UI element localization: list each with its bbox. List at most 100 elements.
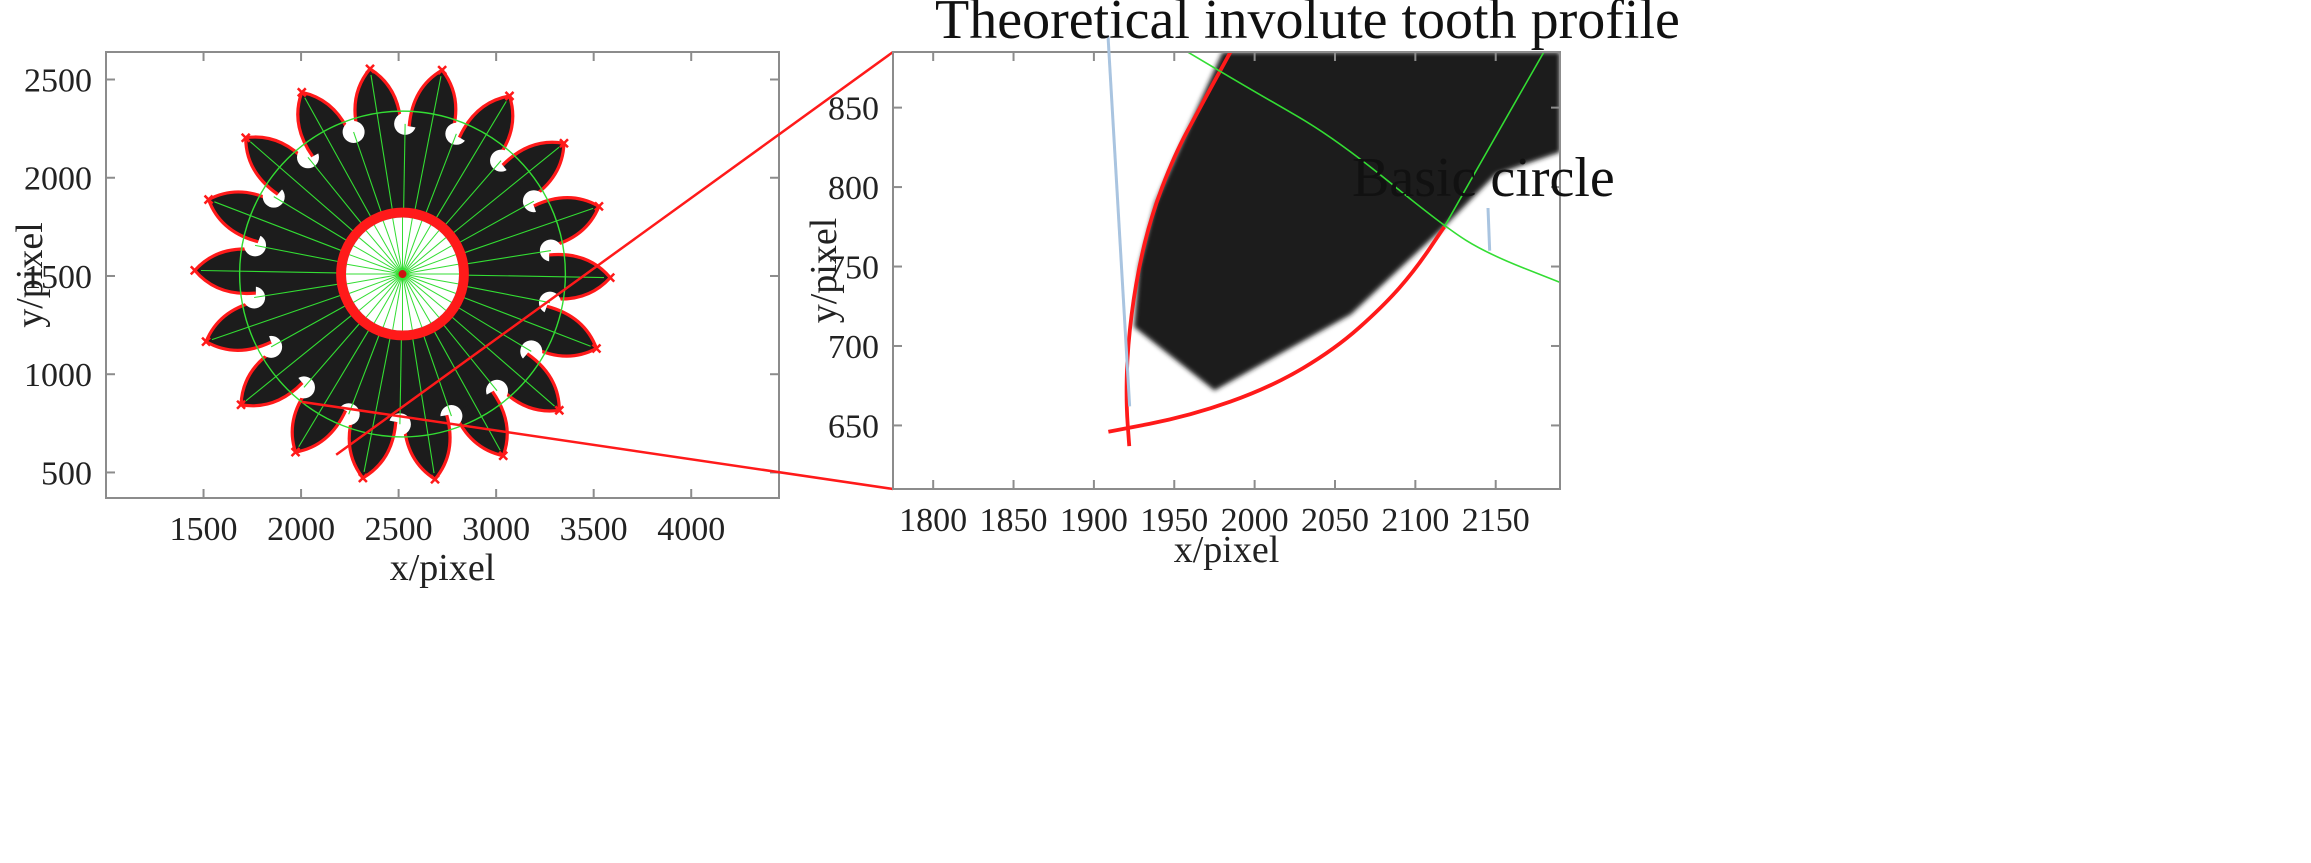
overview-x-tick-label: 1500 (170, 511, 238, 548)
radial-line (425, 133, 457, 215)
hub-spoke (392, 273, 404, 330)
zoom-x-tick-label: 1900 (1060, 502, 1128, 539)
zoom-x-tick-label: 2050 (1301, 502, 1369, 539)
gear-tooth (349, 413, 396, 478)
series-basic-circle (1186, 52, 1560, 284)
radial-line (303, 322, 361, 388)
tooth-tip-marker (296, 87, 307, 98)
hub-spoke (365, 273, 403, 318)
radial-line (245, 314, 353, 402)
basic-circle-leader-line (1486, 207, 1492, 251)
zoomed-tooth-plot-area (1108, 52, 1560, 447)
involute-profile-annotation: Theoretical involute tooth profile (935, 0, 1680, 51)
overview-y-tick-label: 500 (41, 455, 92, 492)
hub-spoke (353, 273, 403, 303)
hub-spoke (402, 230, 440, 275)
hub-spoke (346, 273, 403, 285)
gear-tooth (531, 306, 597, 357)
zoom-x-tick-label: 1950 (1140, 502, 1208, 539)
radial-line (465, 285, 551, 304)
tooth-tip-marker (594, 201, 604, 212)
radial-line (466, 249, 551, 265)
radial-line (353, 131, 383, 214)
radial-line (412, 337, 435, 474)
tooth-tip-marker (201, 336, 211, 347)
hub-spoke (382, 220, 403, 275)
overview-y-axis-label: y/pixel (9, 222, 51, 328)
tooth-tip-marker (430, 474, 440, 485)
basic-circle (238, 110, 567, 438)
annotations: Theoretical involute tooth profile Basic… (935, 0, 1680, 407)
hub-spoke (373, 273, 403, 324)
hub-spoke (402, 254, 456, 275)
zoom-x-tick-label: 2000 (1221, 502, 1289, 539)
hub-spoke (402, 218, 413, 275)
gear-center-marker (398, 270, 407, 279)
tooth-tip-marker (290, 447, 301, 457)
series-theoretical-involute-profile (1108, 225, 1446, 434)
involute-profile-leader-line (1106, 35, 1132, 407)
hub-spoke (365, 230, 403, 275)
gear-tooth (409, 70, 456, 135)
gear-tooth (404, 415, 451, 480)
hub-spoke (402, 273, 456, 294)
radial-line (457, 306, 532, 352)
hub-spoke (358, 273, 403, 311)
radial-line (254, 244, 340, 263)
hub-ring (336, 207, 469, 341)
zoom-x-tick-label: 1800 (899, 502, 967, 539)
radial-line (444, 160, 502, 226)
overview-x-ticks: 1500 2000 2500 3000 3500 4000 (170, 52, 725, 548)
gear-tooth (206, 301, 272, 351)
tooth-tip-marker (504, 91, 515, 101)
radial-line (273, 196, 348, 242)
zoom-y-ticks: 650 700 750 800 850 (828, 91, 1560, 445)
zoom-y-tick-label: 850 (828, 91, 879, 128)
overview-x-tick-label: 3000 (462, 511, 530, 548)
radial-line (422, 334, 452, 417)
radial-line (463, 207, 594, 254)
overview-x-tick-label: 4000 (657, 511, 725, 548)
overview-y-ticks: 500 1000 1500 2000 2500 (24, 63, 779, 492)
hub-spoke (402, 273, 452, 303)
zoom-y-axis-label: y/pixel (803, 218, 845, 324)
zoom-y-tick-label: 700 (828, 329, 879, 366)
hub-spoke (402, 237, 447, 275)
hub-spoke (402, 273, 459, 285)
hub-spoke (349, 273, 403, 294)
basic-circle-annotation: Basic circle (1352, 147, 1615, 209)
tooth-tip-marker (437, 65, 448, 75)
radial-line (348, 333, 380, 415)
overview-y-tick-label: 1500 (24, 259, 92, 296)
radial-line (254, 283, 340, 299)
zoom-x-tick-label: 2150 (1462, 502, 1530, 539)
radial-line (214, 201, 343, 252)
zoomed-tooth-frame (892, 51, 1561, 490)
overview-x-tick-label: 3500 (560, 511, 628, 548)
radial-line (458, 200, 535, 244)
radial-line (298, 328, 370, 448)
tooth-tip-marker (203, 194, 214, 205)
zoomed-tooth-body (1134, 52, 1560, 391)
hub-spoke (402, 245, 452, 275)
tooth-tip-marker (189, 265, 200, 276)
hub-spoke (382, 273, 403, 328)
hub-spoke (402, 273, 413, 330)
tooth-tip-marker (240, 132, 251, 143)
overview-y-tick-label: 2500 (24, 63, 92, 100)
radial-line (201, 269, 339, 274)
tooth-tip-marker (554, 405, 565, 416)
radial-line (270, 304, 347, 348)
radial-line (450, 315, 555, 407)
hub-spoke (402, 273, 447, 311)
tooth-tip-marker (357, 473, 368, 483)
hub-spoke (358, 237, 403, 275)
zoom-y-tick-label: 650 (828, 408, 879, 445)
tooth-tip-marker (591, 343, 602, 354)
radial-line (403, 123, 406, 210)
radial-line (462, 296, 591, 347)
overview-x-tick-label: 2500 (365, 511, 433, 548)
hub-spoke (402, 273, 432, 324)
hub-spoke (392, 218, 404, 275)
zoom-connector-top (335, 50, 894, 456)
